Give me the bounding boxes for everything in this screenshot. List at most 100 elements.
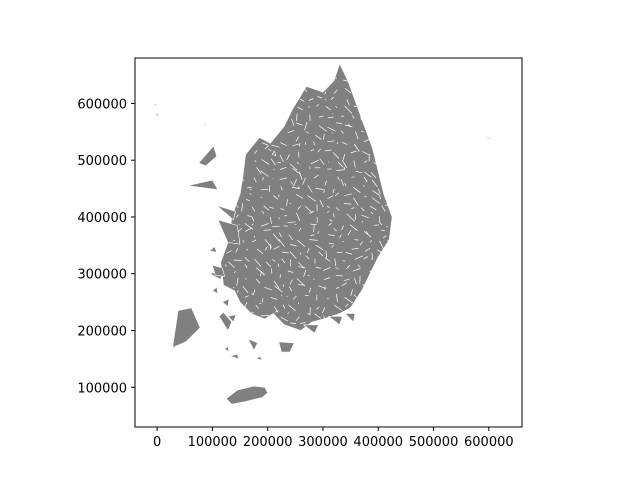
district-boundary — [326, 205, 330, 208]
district-boundary — [352, 115, 355, 119]
district-boundary — [242, 286, 249, 293]
district-boundary — [273, 233, 280, 242]
district-boundary — [296, 122, 304, 126]
district-boundary — [297, 205, 302, 210]
district-boundary — [280, 316, 288, 322]
district-boundary — [281, 258, 286, 264]
district-boundary — [244, 264, 248, 269]
district-boundary — [287, 130, 295, 134]
district-boundary — [253, 177, 257, 183]
y-tick-label: 200000 — [77, 324, 127, 339]
region-isl-19 — [222, 298, 230, 307]
x-tick-label: 500000 — [409, 435, 459, 450]
x-tick-label: 200000 — [243, 435, 293, 450]
district-boundary — [296, 239, 306, 247]
district-boundary — [318, 251, 324, 257]
x-tick-label: 300000 — [298, 435, 348, 450]
region-isl-3 — [227, 314, 237, 323]
district-boundary — [251, 216, 255, 222]
district-boundary — [360, 130, 364, 133]
district-boundary — [288, 234, 293, 241]
district-boundary — [344, 297, 353, 304]
district-boundary — [293, 178, 297, 187]
district-boundary — [272, 259, 276, 262]
district-boundary — [273, 245, 280, 250]
district-boundary — [351, 247, 359, 250]
district-boundary — [300, 322, 306, 324]
region-mainland — [220, 63, 393, 331]
district-boundary — [260, 170, 269, 177]
district-boundary — [349, 224, 358, 231]
map-regions — [152, 63, 503, 405]
district-boundary — [318, 115, 324, 118]
district-boundary — [315, 188, 324, 190]
district-boundary — [264, 246, 268, 251]
district-boundary — [331, 244, 335, 248]
district-boundary — [343, 166, 346, 170]
district-boundary — [335, 122, 342, 124]
district-boundary — [289, 163, 298, 171]
district-boundary — [263, 229, 272, 231]
district-boundary — [292, 143, 301, 147]
district-boundary — [255, 304, 259, 309]
y-tick-label: 600000 — [77, 97, 127, 112]
district-boundary — [256, 248, 264, 254]
district-boundary — [335, 207, 340, 211]
district-boundary — [242, 240, 245, 243]
district-boundary — [287, 270, 294, 273]
district-boundary — [342, 153, 346, 161]
district-boundary — [331, 96, 334, 101]
region-isl-8 — [212, 264, 225, 277]
district-boundary — [309, 239, 318, 241]
district-boundary — [371, 179, 378, 188]
district-boundary — [233, 271, 236, 274]
region-sw-large-island — [172, 307, 201, 348]
district-boundary — [312, 141, 316, 146]
district-boundary — [290, 244, 297, 247]
district-boundary — [260, 196, 263, 199]
district-boundary — [269, 206, 275, 209]
district-boundary — [336, 169, 345, 171]
district-boundary — [363, 176, 368, 183]
district-boundary — [315, 306, 320, 310]
district-boundary — [279, 166, 287, 170]
district-boundary — [261, 142, 269, 146]
district-boundary — [315, 267, 322, 269]
district-boundary — [341, 159, 348, 169]
district-boundary — [318, 125, 328, 132]
district-boundary — [336, 142, 339, 144]
district-boundary — [287, 312, 290, 315]
district-boundary — [297, 106, 304, 111]
district-boundary — [363, 139, 370, 143]
y-tick-label: 500000 — [77, 154, 127, 169]
district-boundary — [273, 168, 275, 171]
y-tick-label: 400000 — [77, 211, 127, 226]
region-isl-17 — [203, 122, 207, 127]
district-boundary — [286, 199, 288, 206]
district-boundary — [282, 304, 286, 309]
district-boundary — [323, 267, 331, 271]
district-boundary — [340, 130, 344, 134]
district-boundary — [327, 195, 334, 200]
district-boundary — [298, 227, 302, 232]
district-boundary — [302, 177, 306, 185]
district-boundary — [324, 180, 327, 186]
district-boundary — [313, 174, 319, 179]
district-boundary — [244, 227, 253, 232]
district-boundary — [352, 186, 361, 193]
district-boundary — [251, 223, 254, 226]
district-boundary — [369, 205, 377, 211]
region-isl-5 — [187, 179, 219, 190]
district-boundary — [289, 203, 292, 205]
district-boundary — [340, 179, 344, 187]
district-boundary — [254, 149, 258, 154]
district-boundary — [323, 189, 326, 194]
district-boundary — [277, 263, 280, 267]
district-boundary — [379, 240, 384, 249]
x-tick-label: 0 — [153, 435, 161, 450]
district-boundary — [379, 195, 381, 200]
district-boundary — [280, 208, 285, 211]
district-boundary — [333, 304, 343, 311]
district-boundary — [256, 167, 262, 175]
region-isl-13 — [344, 313, 356, 323]
